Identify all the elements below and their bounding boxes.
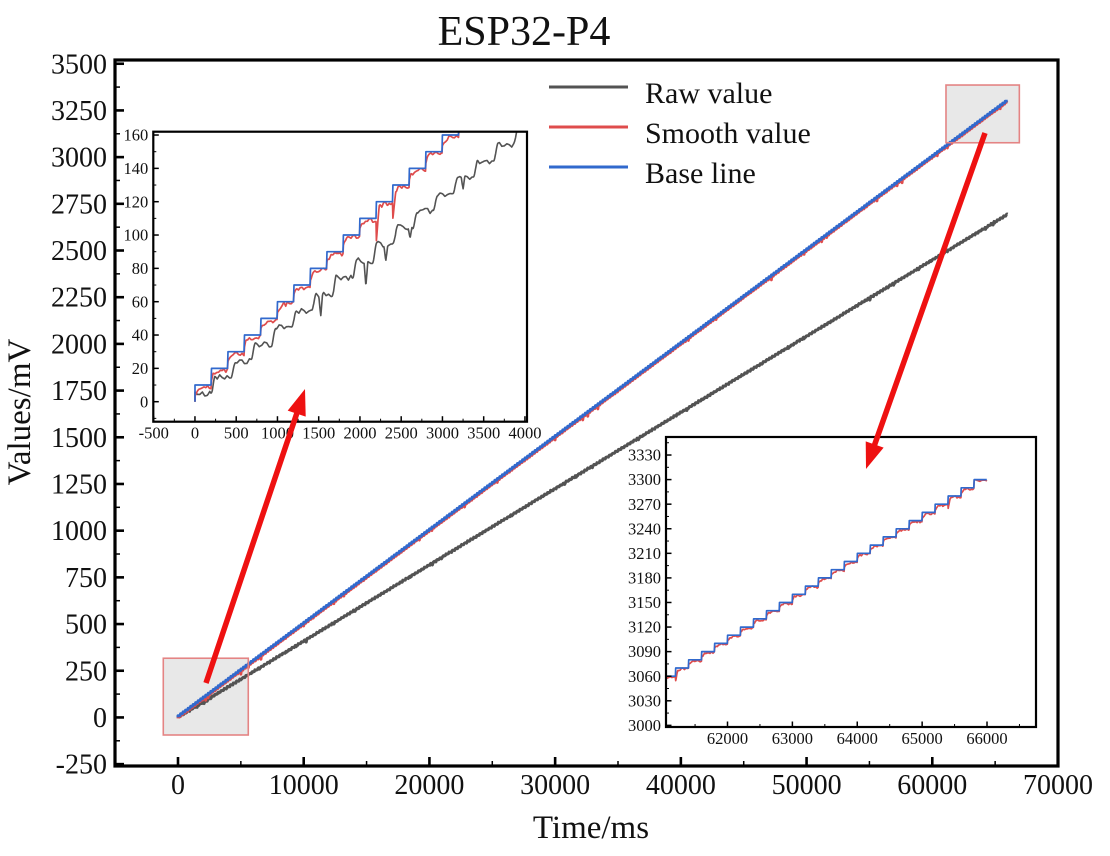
main-series-group [176,99,1009,720]
zoom-arrow-0-head [287,389,306,417]
x-axis-label: Time/ms [533,810,649,846]
x-tick-label: 4000 [508,424,541,443]
inset_right-plot: 62000 63000 64000 65000 66000 3000 3030 3060 309… [628,435,1038,748]
inset_left-plot-area [153,131,528,422]
x-tick-label: 0 [191,424,199,443]
y-tick-label: 250 [65,656,107,687]
inset_left-series-smooth-value-line [194,131,460,402]
legend-item-base-line: Base line [549,157,756,190]
y-tick-label: 1500 [51,423,107,454]
y-tick-label: 3250 [51,96,107,127]
legend: Raw value Smooth value Base line [549,77,811,190]
y-tick-label: 1000 [51,516,107,547]
inset_left-plot: -500 0 500 1000 1500 2000 2500 3000 3500 40000204… [124,126,542,443]
y-axis-label: Values/mV [2,339,38,486]
y-tick-label: 2000 [51,329,107,360]
y-tick-label: 3330 [628,446,661,465]
x-tick-label: 1500 [302,424,335,443]
y-tick-label: 750 [65,563,107,594]
y-tick-label: 80 [132,259,149,278]
inset_right-spines [664,435,1038,729]
inset_left-series-raw-value-line [194,131,518,402]
y-tick-label: 1250 [51,469,107,500]
annotations-layer [203,132,988,684]
main-series-raw-value-line [176,212,1009,719]
x-tick-label: -500 [139,424,169,443]
y-tick-label: 160 [124,126,149,145]
y-tick-label: 3240 [628,519,661,538]
x-tick-label: 2000 [343,424,376,443]
x-tick-label: 20000 [394,770,464,801]
y-tick-label: 140 [124,159,149,178]
inset_left-series-base-line-line [194,131,460,402]
legend-label-smooth: Smooth value [645,117,811,150]
y-tick-label: 3000 [51,143,107,174]
x-tick-label: 2500 [385,424,418,443]
y-tick-label: 3270 [628,495,661,514]
y-tick-label: 0 [140,392,148,411]
zoom-arrow-1-shaft [870,132,988,452]
y-tick-label: 0 [93,703,107,734]
x-tick-label: 63000 [772,729,813,748]
zoom-region-border-0 [162,657,250,736]
x-tick-label: 65000 [902,729,943,748]
inset_right-series-group [666,478,988,682]
inset_left-series-group [194,131,518,402]
inset_left-spines [152,130,529,423]
x-tick-label: 40000 [646,770,716,801]
y-tick-label: 20 [132,359,149,378]
y-tick-label: 500 [65,610,107,641]
y-tick-label: 100 [124,226,149,245]
y-tick-label: 1750 [51,376,107,407]
y-tick-label: 2250 [51,283,107,314]
plots-layer: 0 10000 20000 30000 40000 50000 60000 70000-250… [51,49,1093,801]
y-tick-label: 120 [124,192,149,211]
y-tick-label: 3060 [628,667,661,686]
y-tick-label: 3180 [628,569,661,588]
x-tick-label: 30000 [520,770,590,801]
y-tick-label: 3090 [628,642,661,661]
inset_right-series-base-line-line [666,478,988,678]
y-tick-label: 40 [132,326,149,345]
y-tick-label: 3210 [628,544,661,563]
x-tick-label: 60000 [897,770,967,801]
y-tick-label: 60 [132,292,149,311]
chart-title: ESP32-P4 [438,9,611,55]
x-tick-label: 64000 [837,729,878,748]
y-tick-label: 3000 [628,716,661,735]
y-tick-label: 3300 [628,470,661,489]
x-tick-label: 10000 [269,770,339,801]
y-tick-label: 3150 [628,593,661,612]
x-tick-label: 50000 [772,770,842,801]
main-spines [113,58,1060,768]
zoom-arrow-0-shaft [203,407,302,684]
main-series-base-line-line [176,99,1009,718]
legend-item-raw-value: Raw value [549,77,772,110]
legend-label-base: Base line [645,157,756,190]
y-tick-label: 3120 [628,618,661,637]
x-tick-label: 500 [224,424,249,443]
y-tick-label: 2750 [51,189,107,220]
y-tick-label: 3500 [51,49,107,80]
x-tick-label: 3000 [426,424,459,443]
legend-label-raw: Raw value [645,77,772,110]
x-tick-label: 0 [171,770,185,801]
x-tick-label: 66000 [966,729,1007,748]
x-tick-label: 3500 [467,424,500,443]
y-tick-label: -250 [56,750,107,781]
legend-item-smooth-value: Smooth value [549,117,811,150]
x-tick-label: 62000 [707,729,748,748]
y-tick-label: 3030 [628,691,661,710]
x-tick-label: 70000 [1023,770,1093,801]
zoom-arrow-1-head [865,441,884,469]
y-tick-label: 2500 [51,236,107,267]
